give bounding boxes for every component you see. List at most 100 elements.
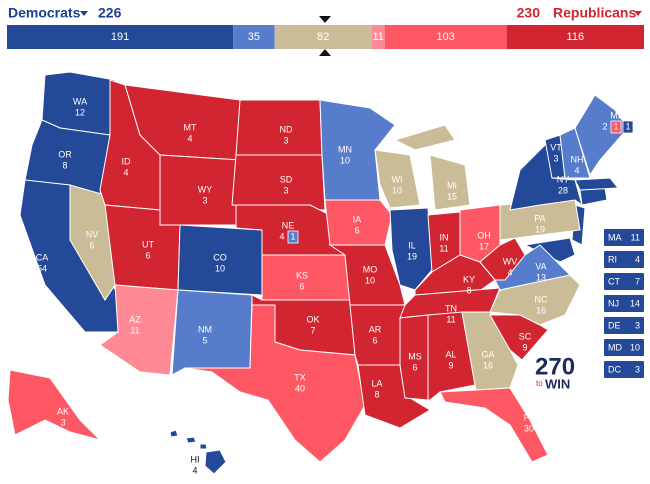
state-votes: 17 — [479, 241, 489, 251]
state-abbr: NE — [282, 220, 295, 230]
majority-marker — [319, 16, 331, 23]
state-shape[interactable] — [184, 304, 366, 463]
dem-label[interactable]: Democrats — [8, 5, 81, 21]
state-abbr: NM — [198, 324, 212, 334]
state-shape[interactable] — [574, 177, 619, 191]
bar-label: 116 — [567, 31, 585, 43]
rep-dropdown[interactable] — [634, 11, 642, 16]
small-state-abbr: CT — [608, 276, 620, 286]
state-shape[interactable] — [429, 154, 471, 211]
state-abbr: ME — [610, 110, 624, 120]
small-state-box[interactable] — [604, 229, 644, 246]
small-state-box[interactable] — [604, 317, 644, 334]
small-state-box[interactable] — [604, 251, 644, 268]
state-shape[interactable] — [199, 443, 208, 450]
split-box — [622, 120, 634, 134]
state-votes: 5 — [202, 335, 207, 345]
state-shape[interactable] — [509, 138, 583, 211]
state-abbr: MN — [338, 144, 352, 154]
state-abbr: KY — [463, 274, 475, 284]
state-votes: 8 — [374, 389, 379, 399]
small-state-box[interactable] — [604, 273, 644, 290]
state-votes: 6 — [354, 225, 359, 235]
state-votes: 8 — [62, 160, 67, 170]
state-votes: 11 — [439, 243, 448, 253]
state-votes: 6 — [89, 240, 94, 250]
state-abbr: ND — [280, 124, 293, 134]
dem-dropdown[interactable] — [80, 11, 88, 16]
small-state-abbr: DC — [608, 364, 621, 374]
state-votes: 6 — [299, 281, 304, 291]
split-votes: 1 — [290, 231, 295, 241]
majority-marker — [319, 49, 331, 56]
split-votes: 1 — [613, 121, 618, 131]
state-votes: 4 — [279, 231, 284, 241]
state-shape[interactable] — [579, 187, 608, 206]
bar-segment — [384, 25, 507, 49]
state-votes: 40 — [295, 383, 305, 393]
state-votes: 6 — [412, 362, 417, 372]
state-shape[interactable] — [399, 314, 429, 401]
state-shape[interactable] — [171, 289, 253, 376]
small-states: MA 11 RI 4 CT 7 NJ 14 DE 3 MD 10 DC 3 — [604, 229, 644, 378]
state-abbr: VA — [535, 261, 546, 271]
state-shape[interactable] — [231, 154, 326, 211]
bar-label: 191 — [111, 31, 129, 43]
small-state-votes: 11 — [631, 232, 640, 242]
state-abbr: IA — [353, 214, 362, 224]
state-abbr: KS — [296, 270, 308, 280]
state-abbr: AR — [369, 324, 382, 334]
state-votes: 4 — [192, 465, 197, 475]
state-shape[interactable] — [169, 429, 179, 438]
state-shape[interactable] — [479, 237, 526, 281]
small-state-abbr: MD — [608, 342, 622, 352]
state-shape[interactable] — [7, 369, 102, 441]
state-abbr: IL — [408, 240, 416, 250]
state-abbr: WY — [198, 184, 213, 194]
small-state-box[interactable] — [604, 295, 644, 312]
state-votes: 15 — [447, 191, 457, 201]
state-shape[interactable] — [559, 127, 591, 179]
state-shape[interactable] — [204, 449, 227, 475]
state-shape[interactable] — [374, 149, 421, 209]
state-abbr: PA — [534, 213, 545, 223]
state-shape[interactable] — [324, 199, 393, 246]
bar-segment — [233, 25, 275, 49]
state-votes: 19 — [535, 224, 545, 234]
small-state-votes: 4 — [635, 254, 640, 264]
state-abbr: CA — [36, 252, 49, 262]
state-shape[interactable] — [185, 436, 197, 444]
small-state-votes: 14 — [630, 298, 640, 308]
state-votes: 9 — [448, 360, 453, 370]
small-state-abbr: MA — [608, 232, 622, 242]
state-shape[interactable] — [319, 99, 396, 201]
states: WA12OR8CA54NV6ID4MT4WY3UT6AZ11CO10NM5ND3… — [7, 71, 634, 475]
state-abbr: TN — [445, 303, 457, 313]
state-abbr: SD — [280, 174, 293, 184]
bar-label: 82 — [317, 31, 329, 43]
rep-label[interactable]: Republicans — [553, 5, 636, 21]
small-state-abbr: NJ — [608, 298, 619, 308]
state-abbr: WA — [73, 96, 87, 106]
state-votes: 11 — [130, 325, 139, 335]
state-votes: 3 — [283, 185, 288, 195]
small-state-votes: 7 — [635, 276, 640, 286]
small-state-box[interactable] — [604, 339, 644, 356]
state-shape[interactable] — [69, 184, 116, 301]
state-abbr: LA — [371, 378, 382, 388]
bar-segment — [371, 25, 385, 49]
state-abbr: HI — [191, 454, 200, 464]
state-votes: 19 — [407, 251, 417, 261]
split-box — [610, 120, 622, 134]
state-votes: 8 — [466, 285, 471, 295]
logo-number: 270 — [535, 353, 575, 380]
small-state-box[interactable] — [604, 361, 644, 378]
state-shape[interactable] — [439, 387, 549, 463]
state-abbr: MT — [184, 122, 197, 132]
state-votes: 4 — [123, 167, 128, 177]
state-votes: 10 — [215, 263, 225, 273]
state-votes: 3 — [202, 195, 207, 205]
state-shape[interactable] — [393, 124, 456, 151]
